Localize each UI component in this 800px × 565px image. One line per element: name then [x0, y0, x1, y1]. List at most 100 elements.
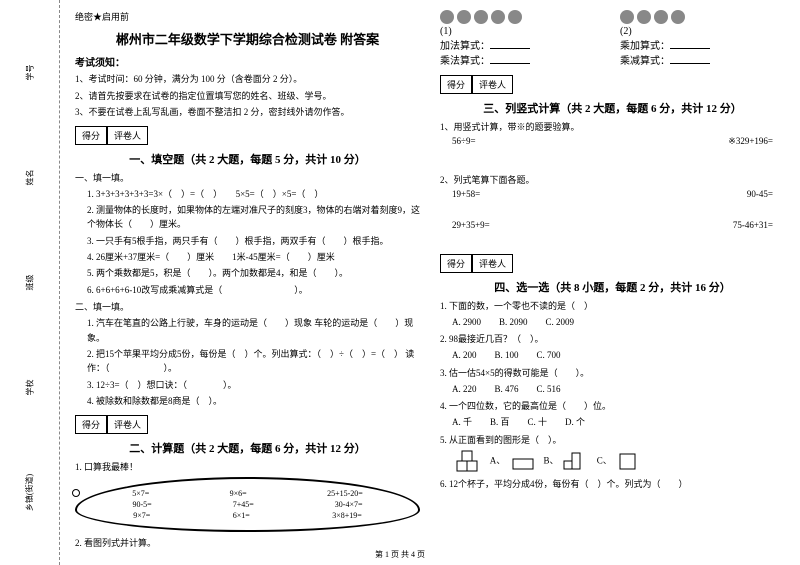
mul-label: 乘法算式：	[440, 56, 490, 67]
calc-expr: 5×7=	[132, 489, 149, 498]
notice-item: 2、请首先按要求在试卷的指定位置填写您的姓名、班级、学号。	[75, 90, 420, 104]
question-item: 2. 把15个苹果平均分成5份，每份是（ ）个。列出算式：（ ）÷（ ）=（ ）…	[87, 347, 420, 376]
reviewer-cell: 评卷人	[472, 254, 513, 273]
flower-icon	[508, 10, 522, 24]
flower-icon	[440, 10, 454, 24]
reviewer-cell: 评卷人	[472, 75, 513, 94]
question-item: 3. 一只手有5根手指，两只手有（ ）根手指，两双手有（ ）根手指。	[87, 234, 420, 248]
question-main: 一、填一填。	[75, 171, 420, 184]
question-item: 2. 测量物体的长度时，如果物体的左端对准尺子的刻度3，物体的右端对着刻度9，这…	[87, 203, 420, 232]
option-row: A. 200 B. 100 C. 700	[452, 348, 785, 362]
calc-expr: 75-46+31=	[733, 220, 773, 230]
question-item: 6. 12个杯子，平均分成4份，每份有（ ）个。列式为（ ）	[440, 477, 785, 490]
shape-c-icon	[615, 449, 645, 474]
section-title: 四、选一选（共 8 小题，每题 2 分，共计 16 分）	[440, 279, 785, 295]
question-item: 1. 下面的数，一个零也不读的是（ ）	[440, 299, 785, 312]
option-row: A. 220 B. 476 C. 516	[452, 382, 785, 396]
blank-line	[670, 39, 710, 49]
binding-margin: 学号 姓名 班级 学校 乡镇(街道)	[0, 0, 60, 565]
exam-title: 郴州市二年级数学下学期综合检测试卷 附答案	[75, 29, 420, 48]
addsub-label: 乘加算式：	[620, 41, 670, 52]
opt-c: C、	[597, 455, 612, 465]
question-item: 5. 从正面看到的图形是（ ）。	[440, 433, 785, 446]
question-item: 3. 12÷3=（ ）想口诀：（ ）。	[87, 378, 420, 392]
left-column: 绝密★启用前 郴州市二年级数学下学期综合检测试卷 附答案 考试须知： 1、考试时…	[75, 10, 420, 555]
binding-field: 姓名	[24, 170, 35, 186]
formula-label: 乘法算式：	[440, 52, 605, 67]
score-box: 得分 评卷人	[440, 75, 785, 94]
spacer	[440, 150, 785, 170]
brain-shape: 5×7= 9×6= 25+15-20= 90-5= 7+45= 30-4×7= …	[75, 477, 420, 532]
option-row: A. 千 B. 百 C. 十 D. 个	[452, 415, 785, 429]
image-group-1: (1) 加法算式： 乘法算式：	[440, 10, 605, 67]
cube-icon	[455, 449, 485, 474]
brain-row: 90-5= 7+45= 30-4×7=	[92, 500, 403, 509]
shape-b-icon	[562, 449, 592, 474]
calc-row: 56÷9= ※329+196=	[452, 136, 773, 147]
spacer	[440, 233, 785, 248]
formula-label: 乘加算式：	[620, 37, 785, 52]
score-cell: 得分	[75, 126, 107, 145]
question-item: 4. 一个四位数，它的最高位是（ ）位。	[440, 399, 785, 412]
calc-expr: 90-45=	[747, 189, 773, 199]
section-title: 二、计算题（共 2 大题，每题 6 分，共计 12 分）	[75, 440, 420, 456]
group-label: (2)	[620, 26, 785, 37]
formula-label: 乘减算式：	[620, 52, 785, 67]
butterfly-icon	[637, 10, 651, 24]
flower-icon	[457, 10, 471, 24]
reviewer-cell: 评卷人	[107, 415, 148, 434]
blank-line	[490, 54, 530, 64]
question-main: 2、列式笔算下面各题。	[440, 173, 785, 186]
score-box: 得分 评卷人	[440, 254, 785, 273]
calc-expr: 7+45=	[233, 500, 254, 509]
notice-title: 考试须知：	[75, 54, 420, 69]
circle-icon	[72, 489, 80, 497]
butterfly-pattern	[620, 10, 785, 24]
calc-expr: 25+15-20=	[327, 489, 363, 498]
score-box: 得分 评卷人	[75, 126, 420, 145]
question-main: 二、填一填。	[75, 300, 420, 313]
add-label: 加法算式：	[440, 41, 490, 52]
binding-field: 学校	[24, 380, 35, 396]
score-cell: 得分	[440, 254, 472, 273]
shape-a-icon	[508, 449, 538, 474]
binding-field: 乡镇(街道)	[24, 474, 35, 511]
option-row: A. 2900 B. 2090 C. 2009	[452, 315, 785, 329]
group-label: (1)	[440, 26, 605, 37]
calc-expr: 19+58=	[452, 189, 480, 199]
question-main: 1、用竖式计算，带※的题要验算。	[440, 120, 785, 133]
spacer	[440, 202, 785, 217]
opt-b: B、	[544, 455, 559, 465]
right-column: (1) 加法算式： 乘法算式： (2) 乘加算式： 乘减算式： 得分 评卷人 三…	[440, 10, 785, 555]
notice-item: 3、不要在试卷上乱写乱画，卷面不整洁扣 2 分，密封线外请勿作答。	[75, 106, 420, 120]
brain-row: 5×7= 9×6= 25+15-20=	[92, 489, 403, 498]
score-cell: 得分	[75, 415, 107, 434]
question-item: 3. 估一估54×5的得数可能是（ ）。	[440, 366, 785, 379]
image-row: (1) 加法算式： 乘法算式： (2) 乘加算式： 乘减算式：	[440, 10, 785, 67]
butterfly-icon	[654, 10, 668, 24]
question-item: 1. 3+3+3+3+3+3=3×（ ）=（ ） 5×5=（ ）×5=（ ）	[87, 187, 420, 201]
calc-row: 29+35+9= 75-46+31=	[452, 220, 773, 230]
calc-expr: 3×8+19=	[332, 511, 362, 520]
flower-icon	[474, 10, 488, 24]
image-group-2: (2) 乘加算式： 乘减算式：	[620, 10, 785, 67]
binding-field: 学号	[24, 65, 35, 81]
calc-row: 19+58= 90-45=	[452, 189, 773, 199]
butterfly-icon	[671, 10, 685, 24]
page-footer: 第 1 页 共 4 页	[0, 549, 800, 560]
question-item: 4. 26厘米+37厘米=（ ）厘米 1米-45厘米=（ ）厘米	[87, 250, 420, 264]
blank-line	[670, 54, 710, 64]
opt-a: A、	[490, 455, 506, 465]
question-item: 5. 两个乘数都是5，积是（ ）。两个加数都是4，和是（ ）。	[87, 266, 420, 280]
calc-expr: 30-4×7=	[335, 500, 363, 509]
brain-row: 9×7= 6×1= 3×8+19=	[92, 511, 403, 520]
flower-pattern	[440, 10, 605, 24]
calc-expr: ※329+196=	[728, 136, 773, 147]
calc-expr: 9×7=	[133, 511, 150, 520]
question-item: 1. 汽车在笔直的公路上行驶，车身的运动是（ ）现象 车轮的运动是（ ）现象。	[87, 316, 420, 345]
reviewer-cell: 评卷人	[107, 126, 148, 145]
mulsub-label: 乘减算式：	[620, 56, 670, 67]
score-box: 得分 评卷人	[75, 415, 420, 434]
butterfly-icon	[620, 10, 634, 24]
question-item: 6. 6+6+6+6-10改写成乘减算式是（ ）。	[87, 283, 420, 297]
